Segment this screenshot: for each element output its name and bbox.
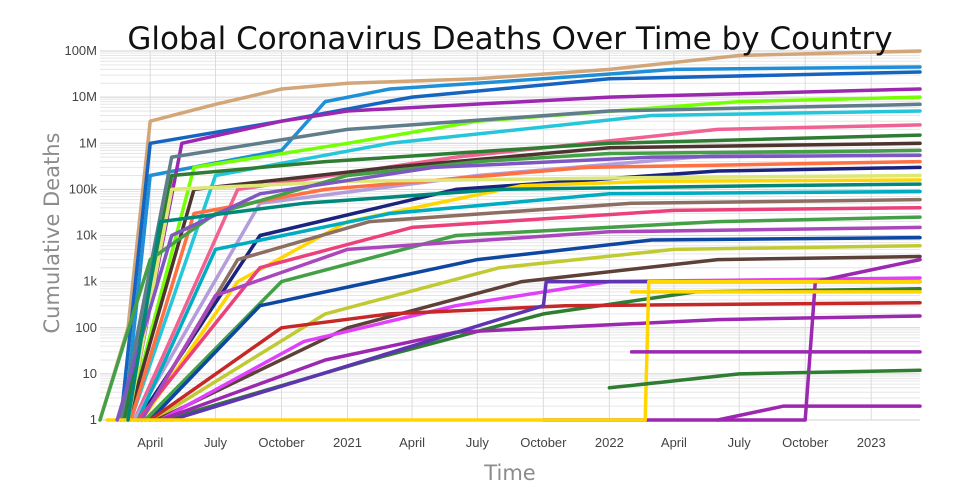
chart-title: Global Coronavirus Deaths Over Time by C… (127, 21, 892, 57)
series-line (122, 65, 922, 422)
x-tick-label: July (466, 435, 490, 450)
series-line (143, 215, 922, 422)
y-tick-label: 1M (79, 135, 97, 150)
series-line (139, 225, 922, 422)
y-tick-label: 100k (69, 181, 98, 196)
x-tick-label: April (137, 435, 163, 450)
x-tick-label: October (258, 435, 305, 450)
x-tick-label: April (399, 435, 425, 450)
series-line (148, 235, 922, 422)
series-line (115, 153, 922, 422)
series-line (607, 368, 922, 390)
series-line (129, 159, 922, 422)
y-tick-label: 1 (90, 412, 97, 427)
x-tick-label: 2021 (333, 435, 362, 450)
series-line (119, 70, 922, 422)
x-tick-label: April (661, 435, 687, 450)
series-line (119, 102, 922, 422)
series-line (126, 95, 922, 422)
series-line (136, 165, 922, 422)
series-line (126, 182, 922, 422)
x-tick-label: 2023 (857, 435, 886, 450)
series-line (98, 49, 922, 422)
y-tick-labels: 1 10 100 1k 10k 100k 1M 10M 100M (64, 43, 97, 427)
y-tick-label: 100M (64, 43, 97, 58)
x-tick-label: July (728, 435, 752, 450)
series-line (126, 141, 922, 422)
series-line (105, 279, 922, 422)
x-axis-title: Time (483, 461, 535, 485)
y-tick-label: 10k (76, 228, 97, 243)
series-line (139, 178, 922, 422)
y-axis-title: Cumulative Deaths (40, 133, 64, 334)
series-line (136, 189, 922, 422)
x-tick-labels: April July October 2021 April July October 2022… (137, 435, 885, 450)
series-line (98, 148, 922, 422)
series-line (132, 123, 922, 422)
y-tick-label: 10M (72, 89, 97, 104)
y-tick-label: 10 (83, 366, 97, 381)
series-line (154, 254, 922, 422)
series-line (136, 205, 922, 422)
y-tick-label: 100 (75, 320, 97, 335)
series-line (148, 300, 922, 422)
series-line (151, 243, 922, 422)
series-line (715, 404, 922, 422)
series-lines (98, 49, 922, 422)
x-tick-label: October (520, 435, 567, 450)
x-tick-label: July (204, 435, 228, 450)
y-tick-label: 1k (83, 274, 97, 289)
series-line (129, 109, 922, 422)
x-tick-label: 2022 (595, 435, 624, 450)
x-tick-label: October (782, 435, 829, 450)
